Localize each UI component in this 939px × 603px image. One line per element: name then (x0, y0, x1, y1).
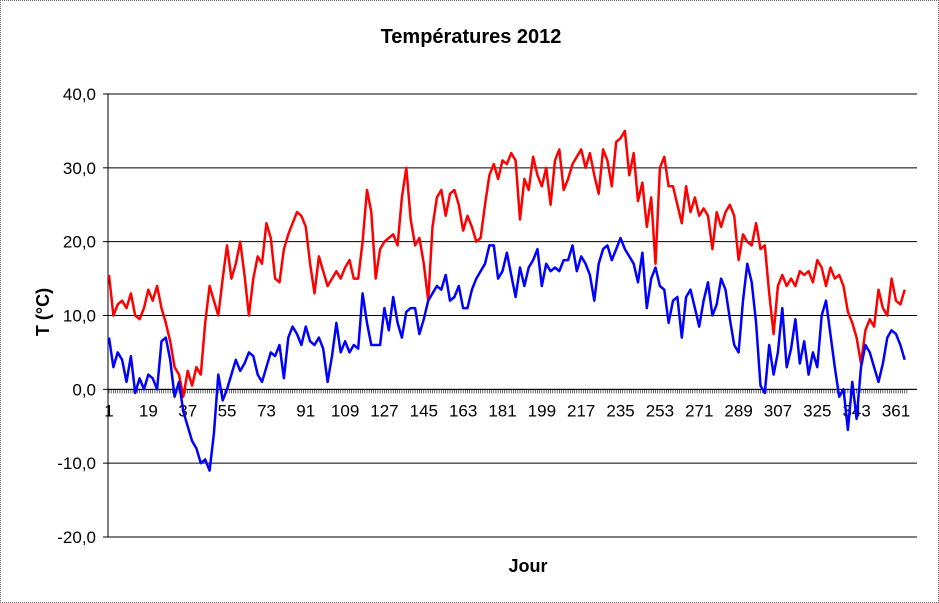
x-tick-label: 253 (646, 401, 674, 420)
x-tick-label: 145 (410, 401, 438, 420)
x-tick-label: 91 (296, 401, 315, 420)
y-tick-label: 20,0 (63, 233, 96, 252)
x-tick-label: 217 (567, 401, 595, 420)
series-line-red (107, 129, 906, 398)
y-tick-label: 30,0 (63, 159, 96, 178)
y-tick-label: 40,0 (63, 85, 96, 104)
x-tick-label: 361 (882, 401, 910, 420)
x-tick-label: 127 (370, 401, 398, 420)
x-tick-label: 325 (803, 401, 831, 420)
x-tick-label: 289 (724, 401, 752, 420)
x-tick-label: 1 (104, 401, 113, 420)
x-tick-label: 109 (331, 401, 359, 420)
x-tick-label: 19 (139, 401, 158, 420)
x-tick-label: 307 (764, 401, 792, 420)
x-tick-label: 271 (685, 401, 713, 420)
series-lines (107, 129, 906, 472)
x-tick-label: 73 (257, 401, 276, 420)
x-axis-title: Jour (508, 556, 547, 576)
series-line-blue (107, 236, 906, 472)
y-tick-label: 0,0 (72, 380, 96, 399)
grid-lines (107, 93, 917, 538)
y-tick-label: -10,0 (57, 454, 96, 473)
y-axis-title: T (°C) (33, 288, 53, 336)
x-tick-label: 235 (606, 401, 634, 420)
y-tick-label: -20,0 (57, 528, 96, 547)
x-tick-label: 199 (528, 401, 556, 420)
x-tick-label: 163 (449, 401, 477, 420)
y-tick-label: 10,0 (63, 307, 96, 326)
x-tick-label: 55 (218, 401, 237, 420)
y-axis-ticks: 40,0 30,0 20,0 10,0 0,0 -10,0 -20,0 (57, 85, 108, 547)
chart-title: Températures 2012 (381, 26, 562, 48)
x-tick-label: 181 (488, 401, 516, 420)
